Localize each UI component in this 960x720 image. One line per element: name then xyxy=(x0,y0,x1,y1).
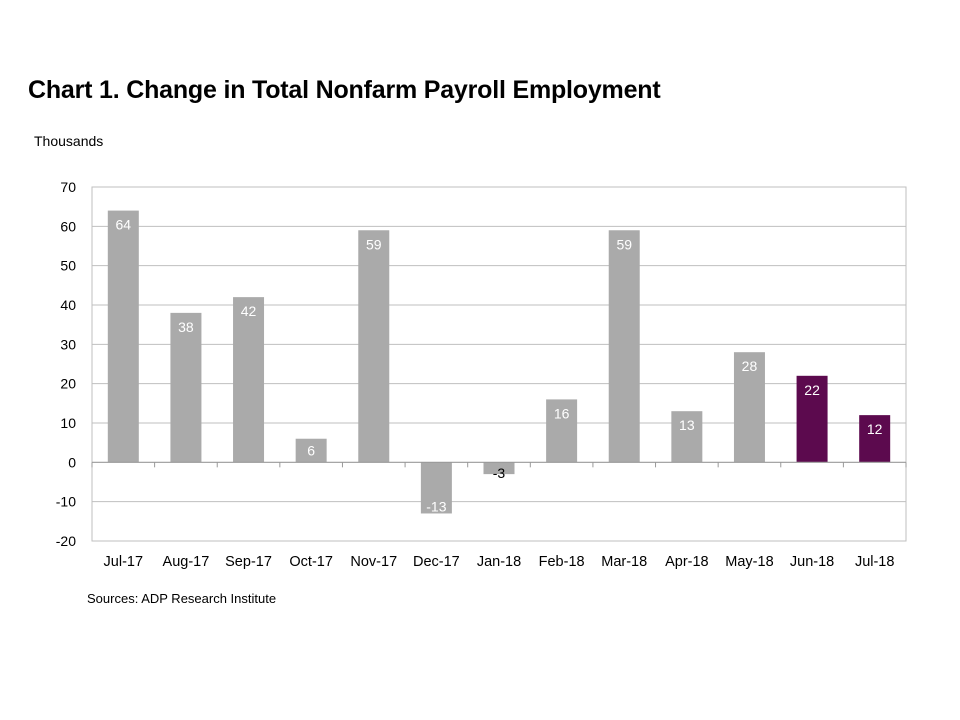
x-tick-label: Nov-17 xyxy=(350,554,397,570)
bar xyxy=(483,462,515,475)
bar xyxy=(295,438,327,463)
bar xyxy=(733,352,765,463)
y-tick-label: 40 xyxy=(60,297,76,313)
x-tick-label: Jul-17 xyxy=(104,554,144,570)
y-tick-label: -20 xyxy=(56,533,76,549)
data-label: -13 xyxy=(426,498,446,514)
x-tick-label: Aug-17 xyxy=(163,554,210,570)
data-label: 13 xyxy=(679,417,695,433)
data-label: 6 xyxy=(307,443,315,459)
x-tick-label: Apr-18 xyxy=(665,554,709,570)
x-tick-label: Jan-18 xyxy=(477,554,521,570)
data-label: 59 xyxy=(366,236,382,252)
bar xyxy=(859,415,891,463)
bar xyxy=(546,399,578,463)
chart-title: Chart 1. Change in Total Nonfarm Payroll… xyxy=(28,76,661,104)
y-tick-label: 20 xyxy=(60,376,76,392)
data-label: 12 xyxy=(867,421,883,437)
x-tick-label: Feb-18 xyxy=(539,554,585,570)
x-tick-label: Jun-18 xyxy=(790,554,834,570)
y-tick-label: -10 xyxy=(56,494,76,510)
y-tick-label: 70 xyxy=(60,179,76,195)
y-tick-label: 10 xyxy=(60,415,76,431)
x-tick-label: Oct-17 xyxy=(289,554,333,570)
data-label: -3 xyxy=(493,465,506,481)
x-tick-label: Dec-17 xyxy=(413,554,460,570)
bar xyxy=(796,375,828,463)
data-label: 16 xyxy=(554,405,570,421)
y-tick-label: 60 xyxy=(60,218,76,234)
y-axis-unit-label: Thousands xyxy=(34,133,104,149)
bar xyxy=(233,297,265,463)
bar xyxy=(420,462,452,514)
bar xyxy=(107,210,139,463)
data-label: 42 xyxy=(241,303,257,319)
data-label: 38 xyxy=(178,319,194,335)
source-note: Sources: ADP Research Institute xyxy=(87,591,277,606)
plot-area xyxy=(91,186,907,542)
bar xyxy=(671,411,703,463)
x-tick-label: Jul-18 xyxy=(855,554,895,570)
bar xyxy=(170,312,202,463)
bar xyxy=(358,230,390,463)
y-tick-label: 30 xyxy=(60,336,76,352)
x-tick-label: Mar-18 xyxy=(601,554,647,570)
data-label: 28 xyxy=(742,358,758,374)
data-label: 59 xyxy=(616,236,632,252)
bar xyxy=(608,230,640,463)
x-tick-label: May-18 xyxy=(725,554,773,570)
data-label: 22 xyxy=(804,382,820,398)
y-tick-label: 0 xyxy=(68,454,76,470)
x-tick-label: Sep-17 xyxy=(225,554,272,570)
data-label: 64 xyxy=(116,217,132,233)
y-tick-label: 50 xyxy=(60,258,76,274)
